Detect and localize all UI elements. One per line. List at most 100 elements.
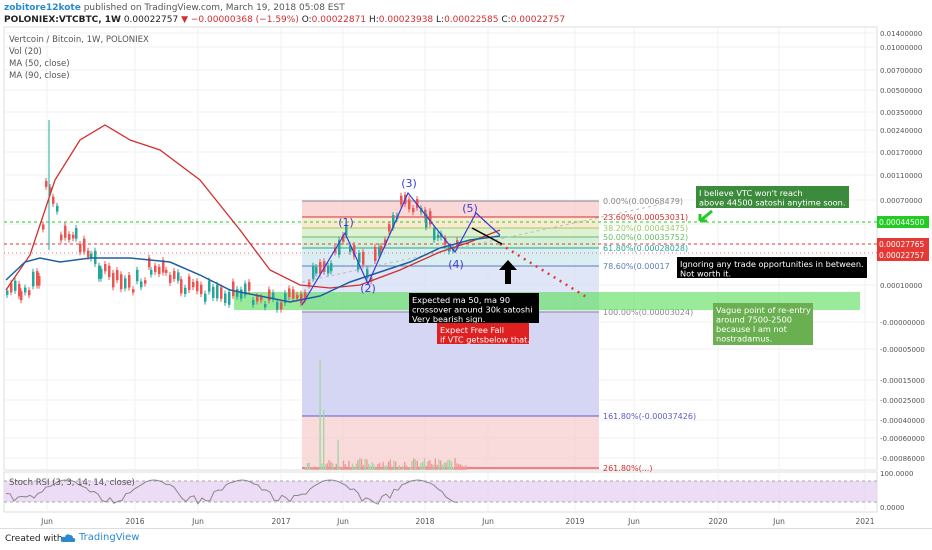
volume-bar <box>324 464 327 470</box>
candle-body <box>75 228 78 239</box>
volume-bar <box>326 463 328 470</box>
x-tick-label: 2019 <box>565 517 584 526</box>
tradingview-logo[interactable]: TradingView <box>60 532 139 543</box>
candle-body <box>412 208 415 213</box>
volume-bar <box>330 461 332 470</box>
volume-bar <box>398 465 400 470</box>
crossover-pointer <box>471 227 503 245</box>
volume-bar <box>407 467 409 470</box>
volume-bar <box>447 459 449 470</box>
low-label: L: <box>436 15 445 25</box>
candle-body <box>284 293 287 303</box>
candle-body <box>104 264 107 272</box>
volume-bar <box>382 461 384 470</box>
volume-bar <box>440 460 442 470</box>
cloud-icon <box>60 533 76 542</box>
candle-body <box>437 234 440 238</box>
author-name[interactable]: zobitore12kote <box>4 3 81 13</box>
candle-body <box>108 265 111 278</box>
close-value: 0.00022757 <box>510 15 566 25</box>
volume-bar <box>420 462 422 470</box>
x-tick-label: 2020 <box>708 517 727 526</box>
candle-body <box>366 269 369 279</box>
open-label: O: <box>301 15 312 25</box>
annotation-box <box>437 323 529 344</box>
annotation-text: if VTC getsbelow that. <box>440 335 530 345</box>
y-tick-label: -0.00000000 <box>880 319 925 327</box>
volume-bar <box>400 467 402 470</box>
wave-label: (5) <box>462 202 478 215</box>
x-tick-label: 2017 <box>271 517 290 526</box>
stoch-tick-label: 100.0000 <box>880 470 913 478</box>
legend-stoch-rsi: Stoch RSI (3, 3, 14, 14, close) <box>9 478 135 488</box>
candle-body <box>308 282 311 286</box>
green-arrow-icon <box>698 209 713 223</box>
volume-bar <box>355 463 357 470</box>
candle-body <box>384 239 387 246</box>
legend-vol: Vol (20) <box>9 47 42 57</box>
candle-body <box>148 257 151 268</box>
candle-body <box>216 284 219 299</box>
candle-body <box>112 272 115 288</box>
annotation-box <box>713 303 813 345</box>
volume-bar <box>396 467 399 470</box>
y-tick-label: 0.00500000 <box>880 87 922 95</box>
candle-body <box>177 272 180 281</box>
candle-body <box>165 269 168 273</box>
candle-body <box>228 291 231 305</box>
volume-bar <box>359 458 361 470</box>
annotation-text: Not worth it. <box>680 269 731 279</box>
y-tick-label: 0.00700000 <box>880 67 922 75</box>
volume-bar <box>434 458 436 470</box>
candle-body <box>349 245 352 252</box>
candle-body <box>90 253 93 259</box>
volume-bar <box>404 461 406 470</box>
candle-body <box>260 297 263 301</box>
candle-body <box>18 283 21 297</box>
open-value: 0.00022871 <box>311 15 367 25</box>
candle-body <box>224 293 227 304</box>
fib-level-label: 78.60%(0.00017 <box>603 262 670 271</box>
candle-body <box>374 246 377 261</box>
candle-body <box>98 265 101 279</box>
x-tick-label: Jun <box>40 517 53 526</box>
price-change: ▼ −0.00000368 (−1.59%) <box>181 15 299 25</box>
volume-bar <box>312 467 314 470</box>
y-tick-label: 0.01400000 <box>880 30 922 38</box>
footer: Created with TradingView <box>0 528 932 550</box>
volume-bar <box>351 463 354 470</box>
fib-level-label: 261.80%(...) <box>603 464 652 473</box>
close-label: C: <box>501 15 511 25</box>
fib-band-0-23 <box>302 201 599 217</box>
candle-body <box>196 281 199 292</box>
fib-trend-dashed <box>301 199 681 283</box>
candle-body <box>357 262 360 270</box>
candle-body <box>292 289 295 299</box>
candle-body <box>220 287 223 299</box>
volume-bar <box>315 466 318 470</box>
volume-bar <box>314 466 316 470</box>
price-chart[interactable]: 0.01400000 0.01000000 0.00700000 0.00500000… <box>0 0 932 528</box>
volume-bar <box>431 464 433 470</box>
volume-bar <box>333 466 336 470</box>
candle-body <box>338 240 341 255</box>
brand-name: TradingView <box>79 532 140 543</box>
volume-bar <box>306 463 309 470</box>
price-marker-label: 0.00022757 <box>879 251 925 260</box>
candle-body <box>128 275 131 288</box>
candle-body <box>79 243 82 253</box>
annotation-text: Expect Free Fall <box>440 325 504 335</box>
chart-title: Vertcoin / Bitcoin, 1W, POLONIEX <box>9 35 149 45</box>
candle-body <box>388 224 391 232</box>
volume-bar <box>357 460 359 470</box>
candle-body <box>150 269 153 275</box>
y-tick-label: -0.00025000 <box>880 397 925 405</box>
volume-bar <box>337 440 339 470</box>
ma50-line <box>5 124 501 291</box>
y-tick-label: -0.00005000 <box>880 346 925 354</box>
wave-label: (2) <box>360 282 376 295</box>
candle-body <box>83 238 86 252</box>
candle-body <box>204 293 207 302</box>
volume-bar <box>317 466 319 470</box>
volume-bar <box>384 465 386 470</box>
